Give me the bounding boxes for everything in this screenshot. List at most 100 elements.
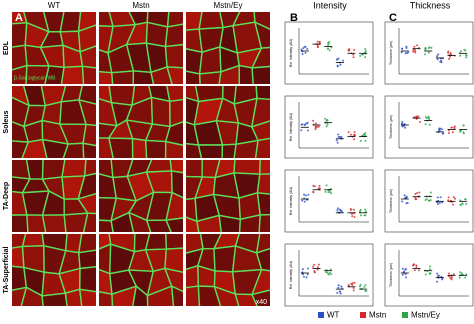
scatter-dot [447, 199, 450, 202]
scatter-dot [412, 50, 415, 53]
y-axis-label: Thickness (µm) [389, 263, 393, 287]
scatter-dot [414, 51, 417, 54]
scatter-dot [317, 263, 320, 266]
muscle-fiber [20, 286, 44, 306]
scatter-dot [303, 200, 306, 203]
micrograph [12, 86, 96, 158]
scatter-dot [349, 207, 352, 210]
scatter-dot [439, 196, 442, 199]
scatter-dot [359, 139, 362, 142]
scatter-dot [415, 115, 418, 118]
muscle-fiber [131, 137, 148, 158]
scatter-dot [401, 120, 404, 123]
muscle-fiber [78, 288, 96, 306]
scatter-dot [440, 59, 443, 62]
scatter-dot [358, 285, 361, 288]
scatter-dot [427, 51, 430, 54]
muscle-fiber [233, 139, 259, 158]
micrograph [99, 160, 183, 232]
muscle-fiber [165, 217, 183, 232]
scatter-dot [424, 199, 427, 202]
scatter-dot [306, 48, 309, 51]
scatter-dot [453, 197, 456, 200]
muscle-fiber [81, 65, 96, 84]
scatter-dot [337, 286, 340, 289]
legend-label: WT [327, 311, 340, 320]
scatter-dot [347, 49, 350, 52]
scatter-dot [448, 57, 451, 60]
micrograph-cells [12, 86, 96, 158]
scatter-dot [342, 59, 345, 62]
scatter-dot [449, 277, 452, 280]
muscle-fiber [164, 247, 183, 274]
scatter-dot [427, 47, 430, 50]
scatter-dot [364, 47, 367, 50]
scatter-dot [450, 278, 453, 281]
scatter-dot [416, 192, 419, 195]
micrograph [12, 160, 96, 232]
scatter-dot [336, 291, 339, 294]
muscle-fiber [169, 98, 183, 128]
scatter-dot [424, 53, 427, 56]
scatter-dot [364, 139, 367, 142]
scatter-dot [303, 124, 306, 127]
scatter-dot [429, 265, 432, 268]
muscle-fiber [41, 138, 70, 158]
scatter-dot [436, 274, 439, 277]
legend-swatch [318, 312, 324, 318]
scatter-dot [304, 194, 307, 197]
muscle-fiber [150, 66, 173, 84]
scatter-dot [306, 121, 309, 124]
scatter-dot [428, 117, 431, 120]
micrograph [12, 12, 96, 84]
muscle-fiber [169, 160, 183, 174]
scatter-dot [324, 271, 327, 274]
scatter-dot [313, 270, 316, 273]
scatter-dot [449, 51, 452, 54]
scatter-dot [447, 50, 450, 53]
scatter-dot [327, 47, 330, 50]
muscle-fiber [63, 212, 89, 232]
muscle-fiber [170, 285, 183, 306]
column-header: Mstn/Ey [214, 1, 243, 10]
scatter-dot [424, 47, 427, 50]
scatter-dot [316, 45, 319, 48]
scatter-dot [436, 272, 439, 275]
scatter-dot [337, 57, 340, 60]
scatter-dot [314, 122, 317, 125]
scatter-dot [458, 276, 461, 279]
muscle-fiber [259, 160, 270, 175]
muscle-fiber [150, 96, 171, 128]
scatter-dot [336, 209, 339, 212]
scatter-dot [415, 264, 418, 267]
scatter-dot [401, 273, 404, 276]
y-axis-label: Rel. Intensity (AU) [289, 261, 293, 289]
muscle-fiber [166, 66, 183, 84]
scatter-dot [327, 41, 330, 44]
scatter-dot [353, 131, 356, 134]
y-axis-label: Rel. Intensity (AU) [289, 113, 293, 141]
row-label: Soleus [3, 110, 10, 133]
scatter-dot [364, 210, 367, 213]
scatter-dot [414, 198, 417, 201]
muscle-fiber [165, 191, 183, 221]
scatter-dot [447, 196, 450, 199]
muscle-fiber [78, 249, 96, 270]
muscle-fiber [79, 45, 96, 69]
scatter-dot [361, 53, 364, 56]
muscle-fiber [77, 172, 96, 200]
scatter-dot [306, 267, 309, 270]
scatter-dot [459, 204, 462, 207]
micrograph [99, 86, 183, 158]
muscle-fiber [60, 65, 85, 84]
scatter-dot [462, 132, 465, 135]
scatter-dot [436, 55, 439, 58]
scatter-dot [425, 116, 428, 119]
muscle-fiber [164, 43, 183, 69]
muscle-fiber [255, 234, 270, 254]
row-label: TA-Superficial [3, 246, 10, 293]
scatter-dot [405, 195, 408, 198]
muscle-fiber [164, 23, 183, 48]
muscle-fiber [258, 214, 270, 232]
scatter-dot [465, 273, 468, 276]
